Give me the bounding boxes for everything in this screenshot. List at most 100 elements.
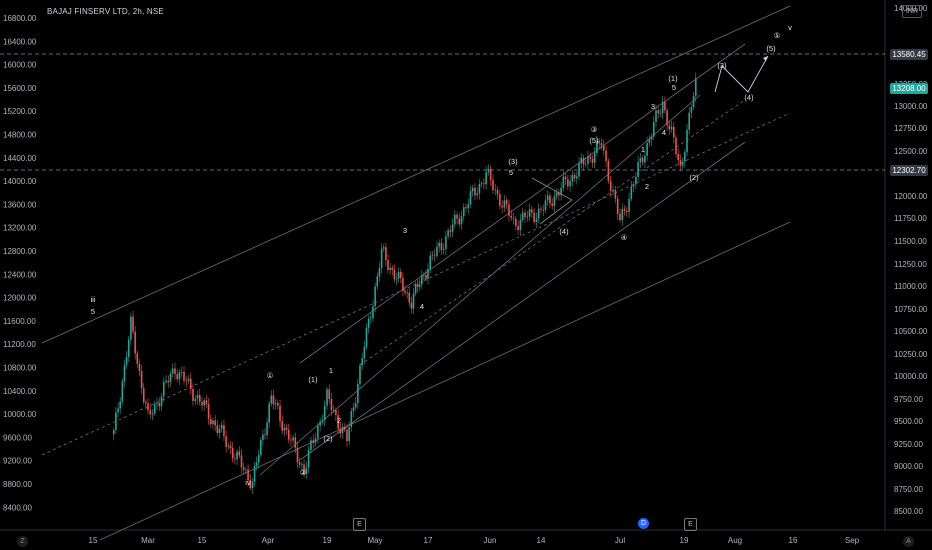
- wave-label: 5: [91, 307, 95, 316]
- candle-body: [465, 207, 467, 209]
- auto-scale-button[interactable]: A: [903, 536, 914, 547]
- trend-channel-line: [299, 141, 746, 461]
- candle-body: [492, 179, 494, 191]
- candle-body: [521, 212, 524, 220]
- candle-body: [145, 401, 147, 404]
- candle-body: [578, 163, 580, 177]
- candle-body: [677, 154, 680, 161]
- right-axis-label: 10000.00: [894, 372, 928, 381]
- candle-body: [236, 451, 238, 460]
- chart-title: BAJAJ FINSERV LTD, 2h, NSE: [47, 7, 164, 16]
- candle-body: [510, 215, 513, 218]
- candle-body: [483, 183, 485, 185]
- candle-body: [641, 157, 644, 163]
- candle-body: [350, 411, 353, 428]
- candle-body: [420, 274, 423, 285]
- candle-body: [376, 276, 379, 287]
- wave-label: (4): [744, 93, 754, 102]
- earnings-event-1[interactable]: E: [353, 518, 366, 531]
- candle-body: [519, 219, 522, 230]
- candle-body: [535, 218, 538, 223]
- trend-channel-line: [299, 43, 746, 364]
- candle-body: [268, 403, 270, 423]
- wave-label: (5): [766, 44, 776, 53]
- right-axis-label: 10750.00: [894, 305, 928, 314]
- candle-body: [692, 95, 695, 108]
- candle-body: [644, 155, 646, 163]
- candle-body: [389, 267, 391, 270]
- triangle-pattern: [531, 177, 573, 225]
- candle-body: [614, 190, 617, 199]
- candle-body: [508, 204, 510, 216]
- projection-path: [714, 55, 769, 93]
- candle-body: [117, 408, 119, 413]
- time-axis-label: May: [367, 536, 382, 545]
- wave-label: (3): [717, 61, 727, 70]
- candle-body: [501, 206, 503, 208]
- right-axis-label: 8500.00: [894, 507, 923, 516]
- candle-body: [648, 139, 651, 143]
- candle-body: [650, 136, 653, 140]
- earnings-event-2[interactable]: E: [684, 518, 697, 531]
- projection-arrowhead: [763, 56, 768, 61]
- candle-body: [418, 284, 421, 287]
- candle-body: [438, 242, 440, 247]
- candle-body: [480, 183, 483, 185]
- left-axis-label: 12000.00: [3, 294, 37, 303]
- candle-body: [542, 209, 545, 211]
- wave-label: 5: [509, 168, 513, 177]
- candle-body: [533, 212, 535, 223]
- candle-body: [147, 403, 149, 411]
- wave-label: (2): [689, 173, 699, 182]
- candle-body: [242, 467, 245, 470]
- candle-body: [223, 425, 225, 437]
- candle-body: [639, 157, 642, 163]
- right-axis-label: 9000.00: [894, 462, 923, 471]
- candle-body: [348, 427, 350, 442]
- candle-body: [467, 204, 470, 209]
- wave-label: v: [788, 23, 792, 32]
- candle-body: [549, 195, 551, 204]
- candle-body: [165, 380, 167, 383]
- candle-body: [115, 412, 117, 431]
- candle-body: [332, 409, 335, 411]
- candle-body: [339, 428, 342, 434]
- dividend-event[interactable]: D: [638, 518, 649, 529]
- candle-body: [661, 101, 664, 114]
- candle-body: [512, 217, 515, 219]
- candle-body: [582, 157, 585, 165]
- left-axis-label: 13200.00: [3, 224, 37, 233]
- last-price-tag: 13208.00: [890, 83, 928, 94]
- wave-label: 2: [337, 416, 341, 425]
- candle-body: [372, 306, 374, 319]
- candle-body: [328, 389, 331, 399]
- candle-body: [277, 403, 279, 406]
- candle-body: [169, 373, 172, 383]
- candle-body: [517, 225, 519, 230]
- candle-body: [132, 316, 134, 332]
- candle-body: [395, 278, 398, 280]
- candle-body: [571, 174, 574, 182]
- right-axis-label: 9250.00: [894, 440, 923, 449]
- candle-body: [555, 192, 558, 197]
- candle-body: [423, 274, 425, 276]
- candle-body: [528, 209, 531, 217]
- candle-body: [249, 480, 252, 489]
- candle-body: [167, 380, 170, 383]
- currency-badge[interactable]: INR: [902, 5, 922, 18]
- left-axis-label: 14400.00: [3, 154, 37, 163]
- candle-body: [220, 425, 223, 429]
- candle-body: [253, 465, 256, 482]
- candle-body: [666, 110, 668, 126]
- timezone-button[interactable]: Z: [17, 536, 28, 547]
- candle-body: [158, 403, 161, 407]
- candle-body: [231, 448, 234, 459]
- time-axis-label: 19: [323, 536, 332, 545]
- candle-body: [303, 464, 305, 475]
- candle-body: [412, 293, 415, 309]
- left-axis-label: 16800.00: [3, 14, 37, 23]
- candle-body: [343, 426, 346, 430]
- candle-body: [305, 467, 308, 475]
- wave-label: 3: [651, 102, 655, 111]
